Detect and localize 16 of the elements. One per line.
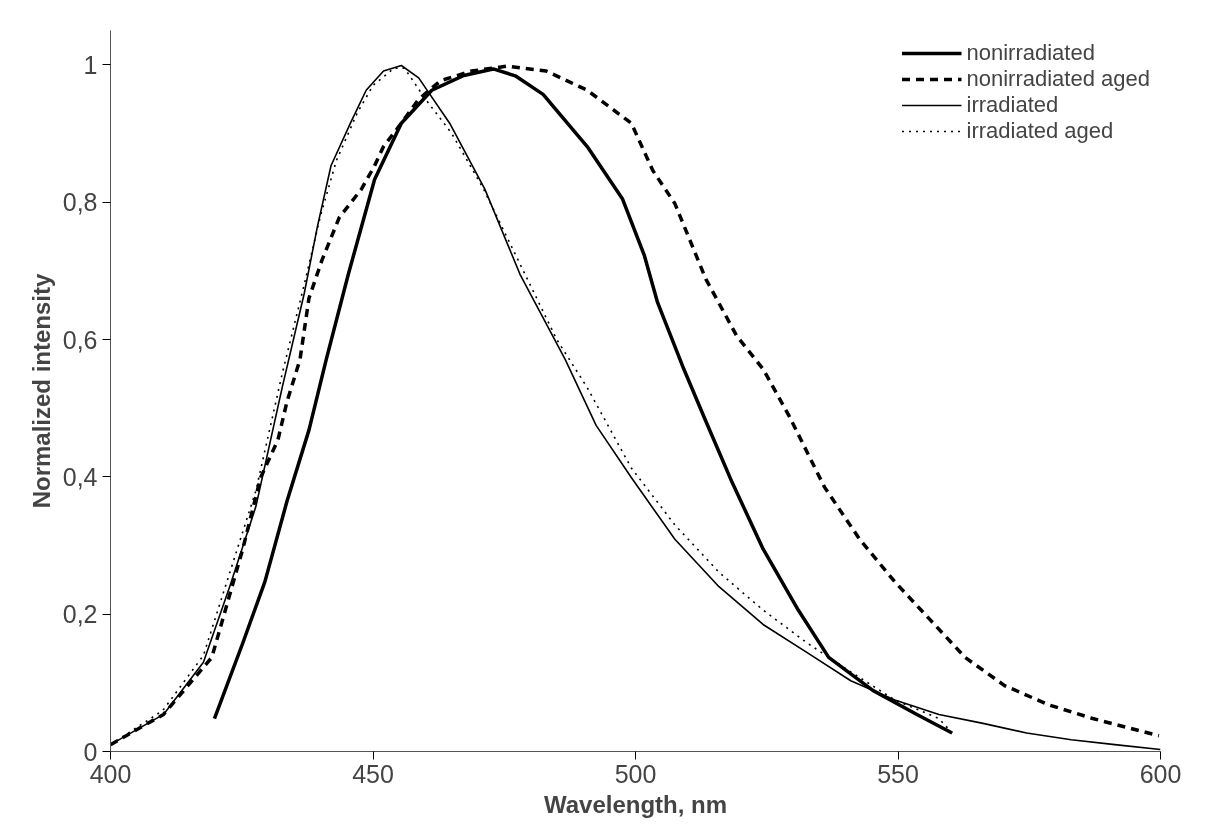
- y-tick-label: 0: [83, 737, 98, 766]
- y-tick-label: 0,6: [62, 325, 98, 354]
- x-tick-label: 450: [352, 759, 394, 788]
- y-axis-title: Normalized intensity: [27, 272, 55, 509]
- y-tick-label: 0,2: [62, 600, 98, 629]
- x-tick-label: 500: [614, 759, 657, 788]
- y-tick-label: 0,4: [62, 462, 98, 491]
- y-tick-label: 0,8: [62, 188, 98, 217]
- legend-label: irradiated: [966, 92, 1059, 118]
- y-tick-label: 1: [83, 50, 98, 79]
- legend-label: nonirradiated: [966, 40, 1095, 66]
- x-tick-label: 600: [1139, 759, 1182, 788]
- x-tick-label: 550: [877, 759, 919, 788]
- legend-label: irradiated aged: [966, 118, 1114, 144]
- x-axis-title: Wavelength, nm: [543, 790, 728, 818]
- legend-label: nonirradiated aged: [966, 66, 1150, 92]
